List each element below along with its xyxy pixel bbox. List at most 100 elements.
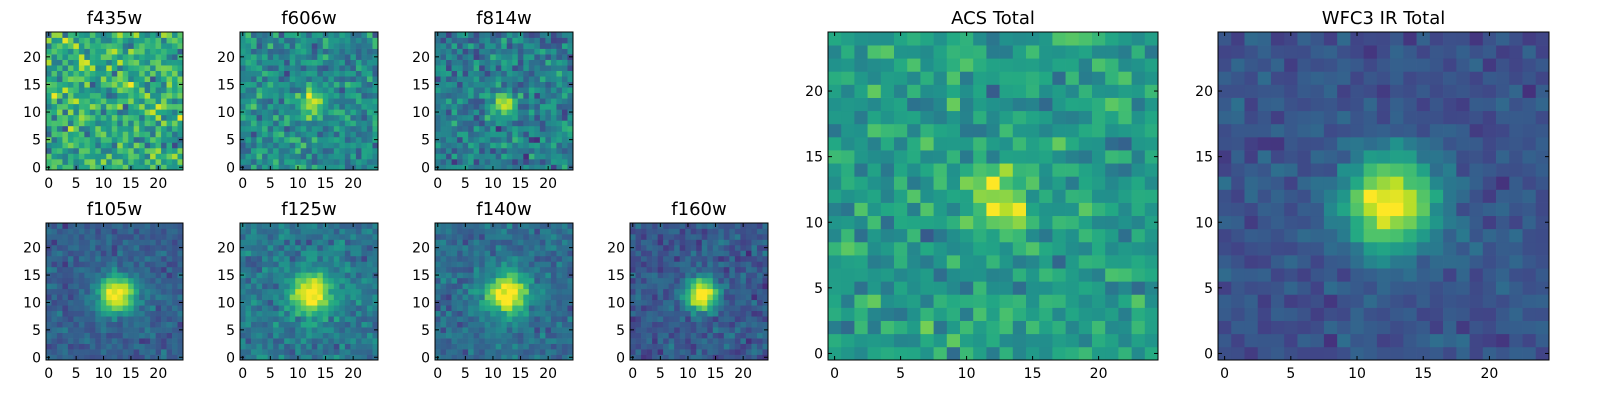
heatmap-cell xyxy=(67,244,74,251)
heatmap-cell xyxy=(46,131,52,138)
heatmap-cell xyxy=(46,37,52,44)
heatmap-cell xyxy=(333,120,340,127)
heatmap-cell xyxy=(528,70,535,77)
heatmap-cell xyxy=(756,277,763,284)
heatmap-cell xyxy=(495,131,502,138)
heatmap-cell xyxy=(668,288,675,295)
heatmap-cell xyxy=(273,131,279,138)
heatmap-cell xyxy=(73,87,80,94)
heatmap-cell xyxy=(56,81,63,88)
heatmap-cell xyxy=(67,223,74,229)
heatmap-cell xyxy=(506,131,513,138)
heatmap-cell xyxy=(278,228,285,235)
heatmap-cell xyxy=(317,81,324,88)
heatmap-cell xyxy=(328,327,335,333)
heatmap-cell xyxy=(1039,150,1053,164)
heatmap-cell xyxy=(100,153,107,160)
heatmap-cell xyxy=(679,261,686,268)
heatmap-cell xyxy=(311,283,318,290)
heatmap-cell xyxy=(350,65,357,71)
heatmap-cell xyxy=(267,321,274,328)
heatmap-cell xyxy=(56,48,63,55)
heatmap-cell xyxy=(1105,346,1119,361)
heatmap-cell xyxy=(523,114,530,121)
heatmap-cell xyxy=(567,233,574,240)
x-tick-label: 20 xyxy=(539,366,557,382)
heatmap-cell xyxy=(707,327,714,333)
heatmap-cell xyxy=(567,153,574,160)
heatmap-cell xyxy=(106,261,113,268)
heatmap-cell xyxy=(166,87,173,94)
heatmap-cell xyxy=(657,244,664,251)
heatmap-cell xyxy=(685,244,692,251)
heatmap-cell xyxy=(177,87,184,94)
heatmap-cell xyxy=(106,120,113,127)
heatmap-cell xyxy=(920,294,934,308)
heatmap-cell xyxy=(122,43,129,49)
heatmap-cell xyxy=(484,70,491,77)
heatmap-cell xyxy=(1131,268,1146,282)
heatmap-cell xyxy=(701,261,708,268)
heatmap-cell xyxy=(517,239,524,246)
heatmap-cell xyxy=(166,305,173,312)
heatmap-cell xyxy=(344,272,351,279)
heatmap-cell xyxy=(657,239,664,246)
heatmap-cell xyxy=(322,54,329,60)
heatmap-cell xyxy=(539,338,546,344)
heatmap-cell xyxy=(155,294,162,301)
heatmap-cell xyxy=(267,76,274,83)
heatmap-cell xyxy=(1092,228,1106,243)
heatmap-cell xyxy=(718,349,725,355)
heatmap-cell xyxy=(262,338,268,344)
heatmap-cell xyxy=(139,81,145,88)
heatmap-cell xyxy=(854,346,868,361)
heatmap-cell xyxy=(762,239,769,246)
heatmap-cell xyxy=(635,288,642,295)
heatmap-cell xyxy=(366,114,373,121)
heatmap-cell xyxy=(701,288,708,295)
heatmap-cell xyxy=(473,87,480,94)
heatmap-cell xyxy=(251,354,257,361)
heatmap-cell xyxy=(51,153,58,160)
heatmap-cell xyxy=(117,32,124,38)
heatmap-cell xyxy=(339,109,346,116)
heatmap-cell xyxy=(289,153,296,160)
heatmap-cell xyxy=(641,310,647,317)
heatmap-cell xyxy=(446,147,452,154)
heatmap-cell xyxy=(523,120,530,127)
heatmap-cell xyxy=(295,305,302,312)
heatmap-cell xyxy=(920,150,934,164)
heatmap-cell xyxy=(267,228,274,235)
y-tick-label: 0 xyxy=(421,350,430,366)
heatmap-cell xyxy=(245,288,252,295)
heatmap-cell xyxy=(62,244,69,251)
heatmap-cell xyxy=(457,239,463,246)
heatmap-cell xyxy=(344,70,351,77)
heatmap-cell xyxy=(361,332,368,339)
heatmap-cell xyxy=(372,310,379,317)
heatmap-cell xyxy=(251,228,257,235)
heatmap-cell xyxy=(756,321,763,328)
heatmap-cell xyxy=(506,310,513,317)
heatmap-cell xyxy=(512,136,519,143)
heatmap-cell xyxy=(484,233,491,240)
heatmap-cell xyxy=(139,294,145,301)
heatmap-cell xyxy=(122,153,129,160)
heatmap-cell xyxy=(144,343,151,350)
heatmap-cell xyxy=(828,241,842,256)
heatmap-cell xyxy=(278,299,285,306)
heatmap-cell xyxy=(756,261,763,268)
heatmap-cell xyxy=(745,338,752,344)
heatmap-cell xyxy=(512,43,519,49)
heatmap-cell xyxy=(166,98,173,105)
heatmap-cell xyxy=(999,176,1014,190)
heatmap-cell xyxy=(322,81,329,88)
heatmap-cell xyxy=(690,223,697,229)
heatmap-cell xyxy=(278,250,285,257)
heatmap-cell xyxy=(545,299,552,306)
heatmap-cell xyxy=(284,120,291,127)
heatmap-cell xyxy=(295,158,302,165)
heatmap-cell xyxy=(468,277,474,284)
heatmap-cell xyxy=(641,294,647,301)
heatmap-cell xyxy=(567,76,574,83)
